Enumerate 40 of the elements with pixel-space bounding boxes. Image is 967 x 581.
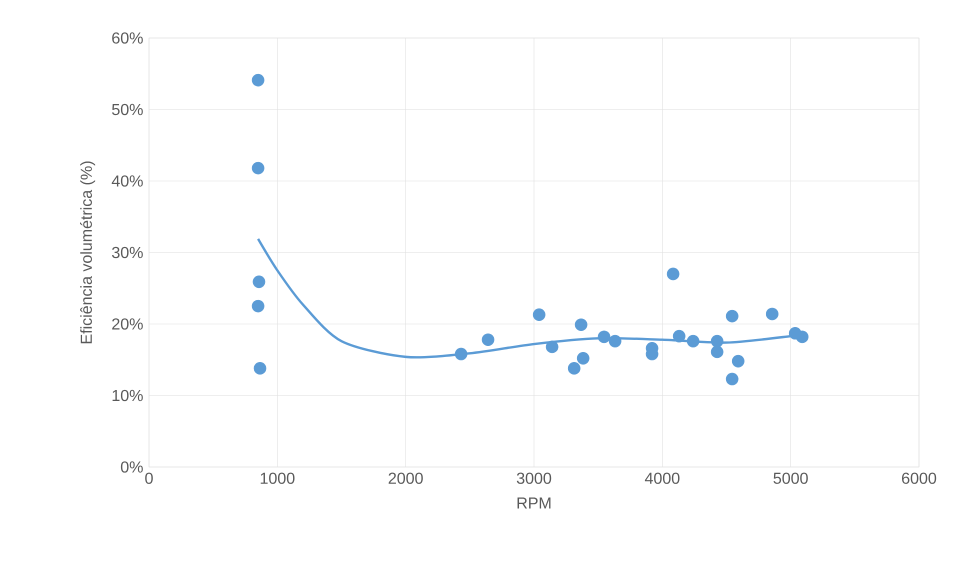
point (726, 310, 738, 322)
point (254, 362, 266, 375)
y-tick-label: 40% (112, 175, 143, 187)
point (666, 268, 680, 280)
x-tick-label: 4000 (644, 472, 680, 484)
point (252, 74, 264, 86)
x-tick-label: 6000 (902, 472, 936, 484)
point (608, 334, 622, 348)
point (568, 362, 580, 375)
y-tick-label: 30% (112, 246, 143, 258)
y-axis-title: Eficiência volumétrica (%) (80, 162, 96, 344)
point (766, 308, 778, 320)
y-tick-label: 50% (112, 104, 143, 116)
x-tick-label: 1000 (260, 472, 295, 484)
point (252, 300, 264, 312)
point (482, 333, 494, 346)
x-tick-label: 5000 (774, 472, 808, 484)
point (546, 340, 558, 354)
point (576, 352, 590, 365)
point (532, 308, 546, 321)
y-tick-label: 0% (120, 461, 143, 473)
point (598, 330, 610, 344)
point (796, 330, 808, 344)
x-tick-label: 0 (145, 472, 153, 484)
point (710, 334, 724, 348)
x-axis-title: RPM (518, 498, 550, 509)
point (574, 318, 588, 331)
point (732, 354, 744, 368)
point (252, 276, 266, 288)
y-tick-label: 20% (112, 318, 143, 330)
point (672, 330, 686, 342)
x-tick-label: 3000 (516, 472, 552, 484)
point (710, 346, 724, 358)
y-tick-label: 60% (112, 32, 143, 44)
y-tick-label: 10% (112, 390, 143, 402)
point (686, 334, 700, 348)
x-tick-label: 2000 (388, 472, 423, 484)
point (252, 162, 264, 174)
point (726, 372, 738, 386)
point (454, 348, 468, 360)
